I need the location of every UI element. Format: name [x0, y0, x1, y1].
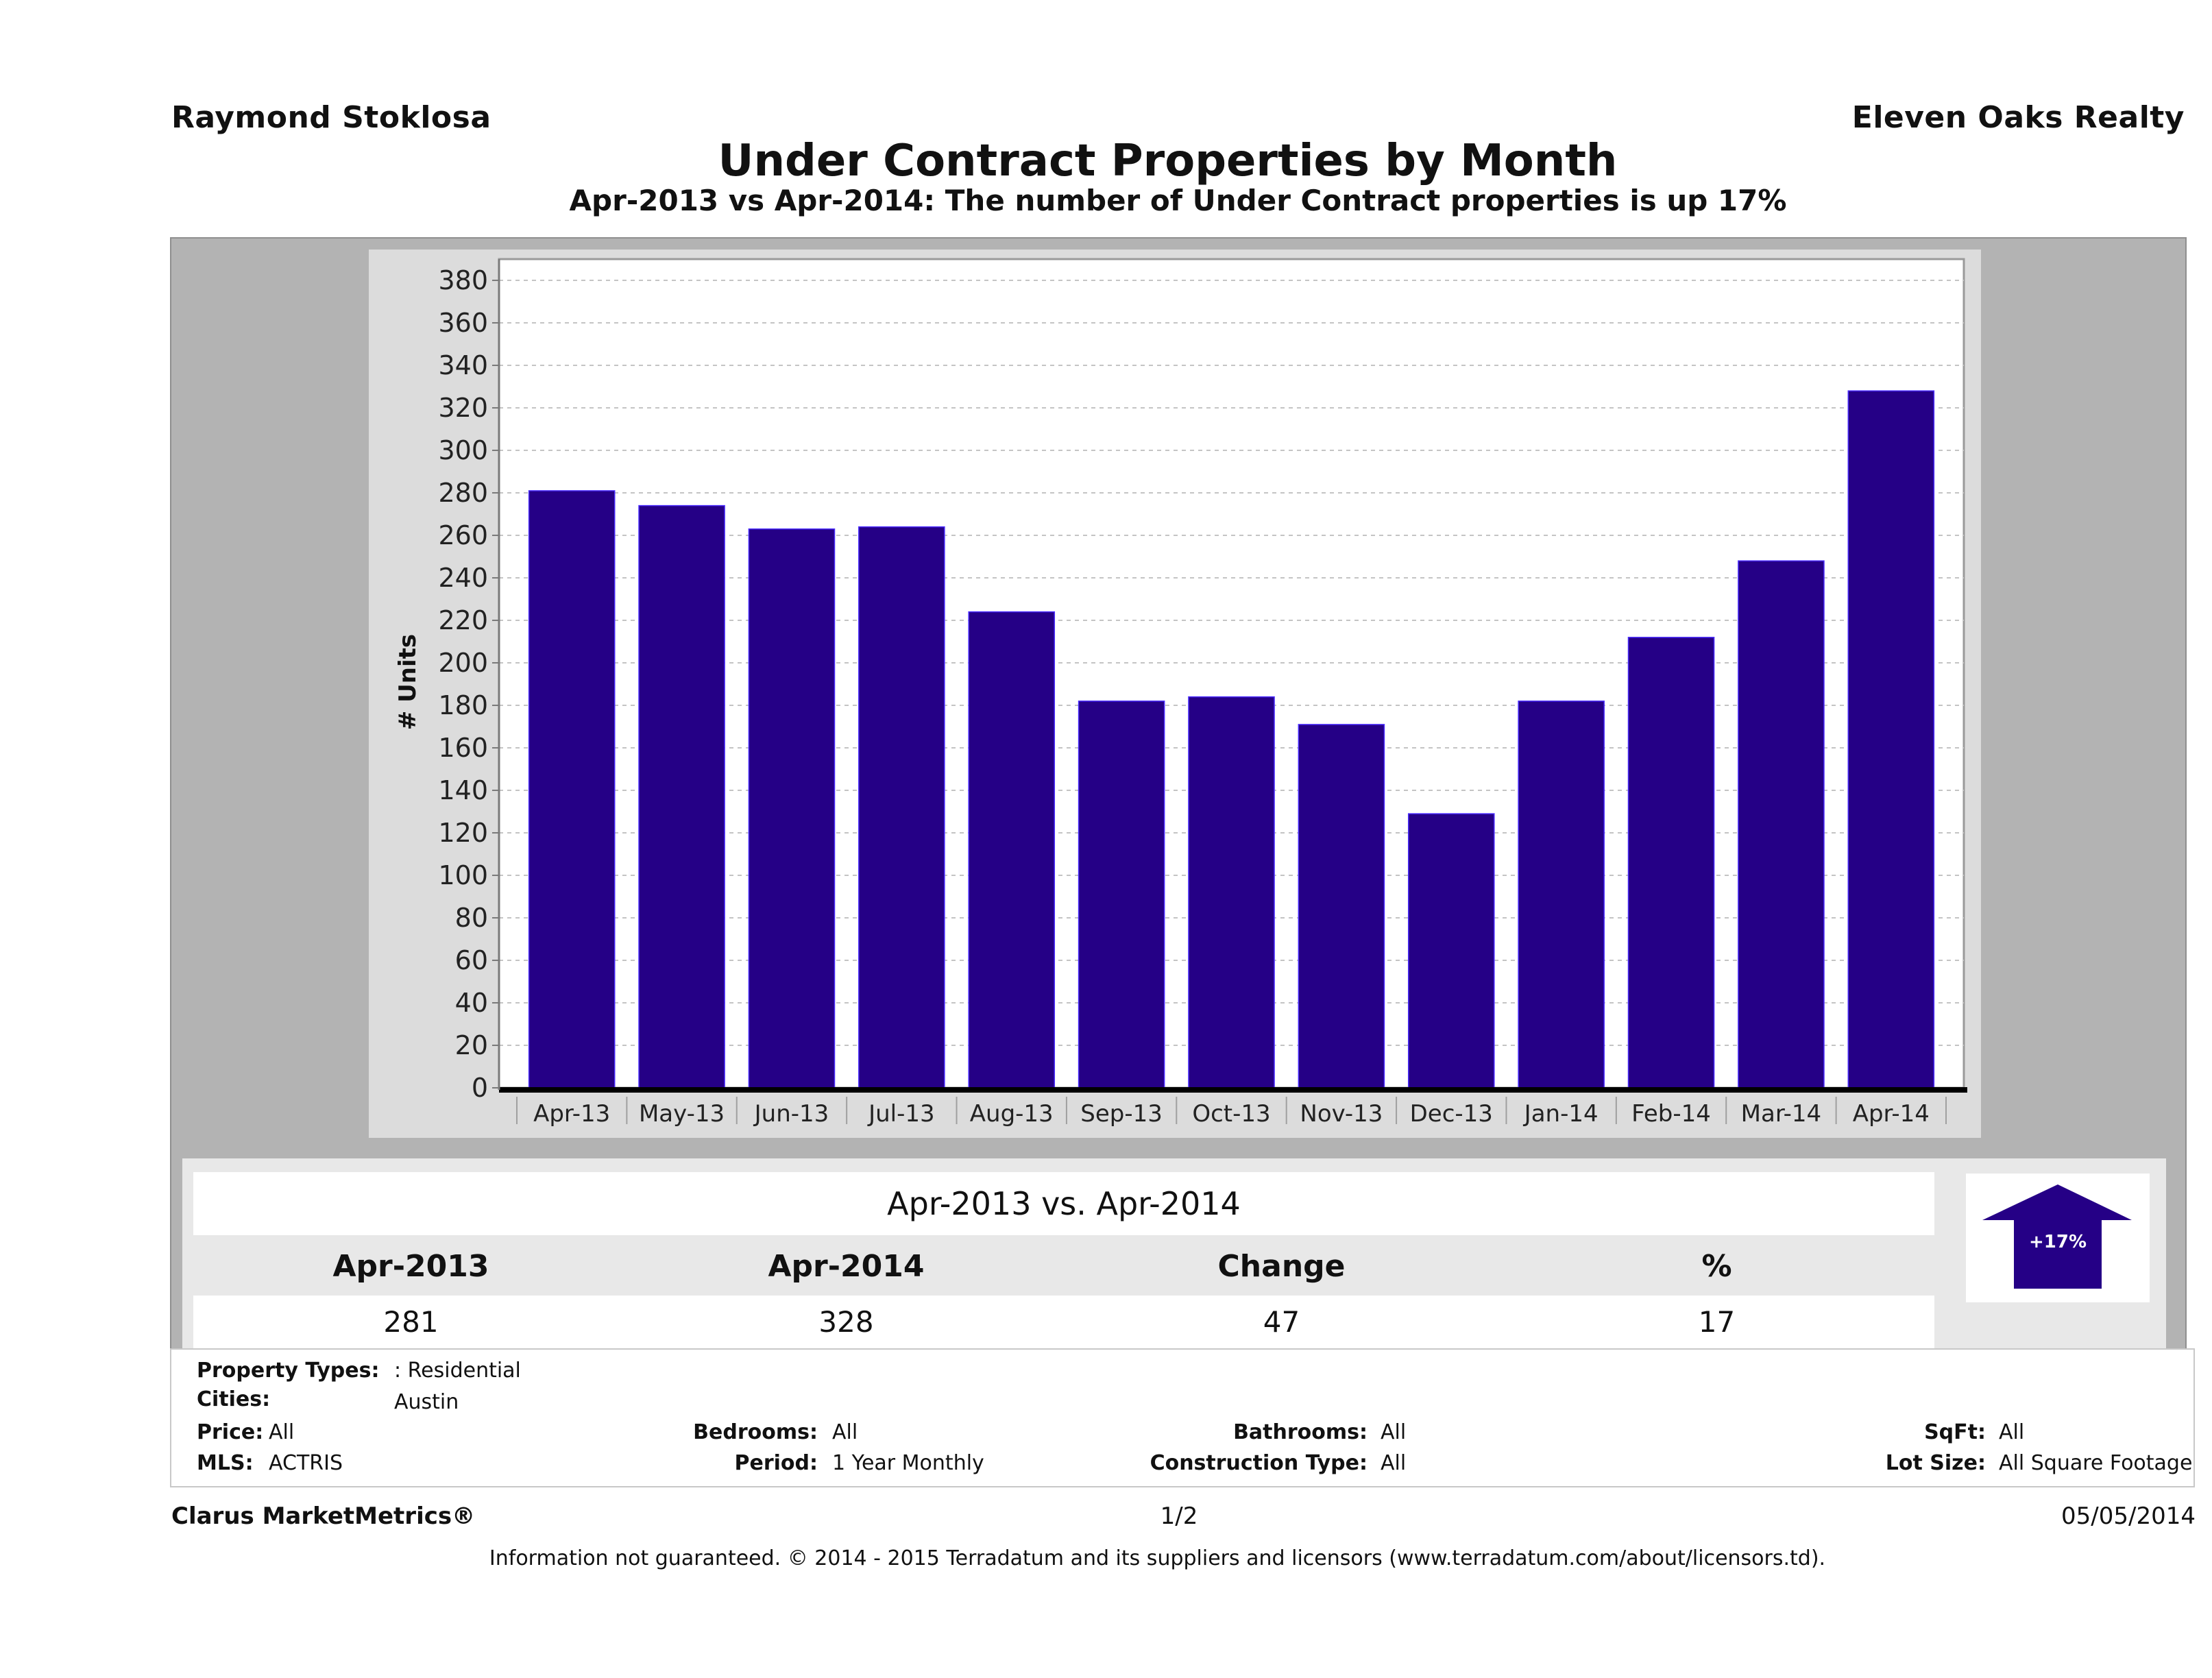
filter-label-period: Period:: [734, 1451, 818, 1475]
filter-label-sqft: SqFt:: [1924, 1420, 1986, 1444]
filter-label-lot-size: Lot Size:: [1885, 1451, 1986, 1475]
footer-brand: Clarus MarketMetrics®: [171, 1503, 476, 1530]
summary-value-change: 47: [1263, 1305, 1300, 1339]
filter-value-property-types: : Residential: [394, 1359, 521, 1383]
summary-value-curr: 328: [818, 1305, 874, 1339]
agent-name: Raymond Stoklosa: [171, 100, 491, 135]
summary-title: Apr-2013 vs. Apr-2014: [193, 1172, 1934, 1235]
filter-value-lot-size: All Square Footage: [1999, 1451, 2193, 1475]
summary-value-row: 281 328 47 17: [193, 1296, 1934, 1349]
summary-header-row: Apr-2013 Apr-2014 Change %: [193, 1235, 1934, 1296]
summary-header-percent: %: [1701, 1249, 1732, 1284]
filter-label-mls: MLS:: [197, 1451, 254, 1475]
filter-label-price: Price:: [197, 1420, 264, 1444]
filter-value-bathrooms: All: [1381, 1420, 1407, 1444]
chart-panel: [369, 250, 1981, 1138]
filter-value-mls: ACTRIS: [269, 1451, 343, 1475]
filter-value-price: All: [269, 1420, 295, 1444]
summary-header-change: Change: [1217, 1249, 1346, 1284]
change-badge-label: +17%: [2029, 1232, 2087, 1252]
report-date: 05/05/2014: [2061, 1503, 2196, 1530]
up-arrow-icon: +17%: [1982, 1184, 2132, 1289]
summary-value-prev: 281: [383, 1305, 439, 1339]
filter-value-sqft: All: [1999, 1420, 2025, 1444]
disclaimer: Information not guaranteed. © 2014 - 201…: [489, 1546, 1826, 1570]
change-badge: +17%: [1966, 1174, 2150, 1302]
page-number: 1/2: [1160, 1503, 1198, 1530]
report-title: Under Contract Properties by Month: [718, 136, 1618, 186]
filter-value-construction-type: All: [1381, 1451, 1407, 1475]
company-name: Eleven Oaks Realty: [1851, 100, 2185, 135]
summary-header-curr: Apr-2014: [768, 1249, 925, 1284]
report-subtitle: Apr-2013 vs Apr-2014: The number of Unde…: [569, 184, 1787, 217]
filter-label-cities: Cities:: [197, 1387, 271, 1411]
filter-label-property-types: Property Types:: [197, 1359, 380, 1383]
filter-label-bathrooms: Bathrooms:: [1233, 1420, 1368, 1444]
summary-value-percent: 17: [1698, 1305, 1736, 1339]
filter-label-construction-type: Construction Type:: [1150, 1451, 1368, 1475]
summary-header-prev: Apr-2013: [332, 1249, 489, 1284]
filter-value-period: 1 Year Monthly: [832, 1451, 984, 1475]
filter-value-cities: Austin: [394, 1390, 459, 1414]
filter-value-bedrooms: All: [832, 1420, 858, 1444]
filter-label-bedrooms: Bedrooms:: [693, 1420, 818, 1444]
filter-criteria-panel: [170, 1348, 2195, 1487]
